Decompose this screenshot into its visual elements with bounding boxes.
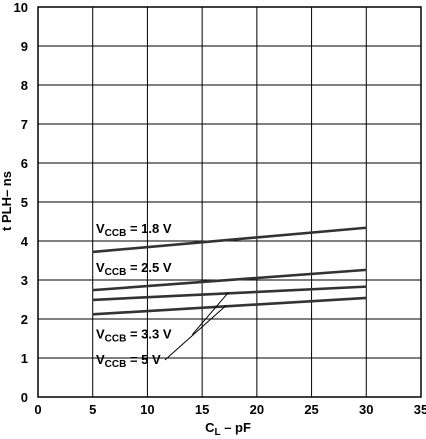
x-axis-title: CL – pF	[205, 420, 251, 438]
y-tick-label: 2	[21, 312, 28, 327]
y-tick-label: 10	[14, 0, 28, 15]
y-tick-label: 3	[21, 273, 28, 288]
y-tick-label: 4	[21, 234, 29, 249]
series-label: VCCB = 3.3 V	[96, 327, 172, 345]
leader-line	[164, 304, 227, 361]
y-tick-label: 1	[21, 351, 28, 366]
y-tick-label: 5	[21, 195, 28, 210]
x-tick-labels: 0 5 10 15 20 25 30 35	[34, 402, 426, 417]
y-tick-label: 8	[21, 78, 28, 93]
y-tick-label: 0	[21, 390, 28, 405]
y-tick-label: 9	[21, 39, 28, 54]
series-line	[92, 226, 367, 254]
x-tick-label: 30	[359, 402, 373, 417]
y-tick-labels: 0 1 2 3 4 5 6 7 8 9 10	[14, 0, 29, 405]
x-tick-label: 25	[304, 402, 318, 417]
series-label: VCCB = 2.5 V	[96, 260, 172, 278]
y-axis-title: t PLH– ns	[0, 171, 14, 231]
series-labels: VCCB = 1.8 V VCCB = 2.5 V VCCB = 3.3 V VCCB…	[96, 221, 172, 370]
series-label: VCCB = 5 V	[96, 352, 161, 370]
x-tick-label: 10	[140, 402, 154, 417]
x-tick-label: 35	[414, 402, 426, 417]
series-lines	[92, 226, 367, 316]
x-tick-label: 5	[89, 402, 96, 417]
x-tick-label: 0	[34, 402, 41, 417]
x-tick-label: 15	[195, 402, 209, 417]
annotation-leaders	[164, 292, 229, 361]
y-tick-label: 7	[21, 117, 28, 132]
series-line	[92, 285, 367, 302]
leader-line	[191, 292, 229, 335]
plot-frame	[37, 6, 422, 398]
series-line	[92, 296, 367, 316]
series-label: VCCB = 1.8 V	[96, 221, 172, 239]
y-tick-label: 6	[21, 156, 28, 171]
x-tick-label: 20	[250, 402, 264, 417]
series-line	[92, 268, 367, 292]
